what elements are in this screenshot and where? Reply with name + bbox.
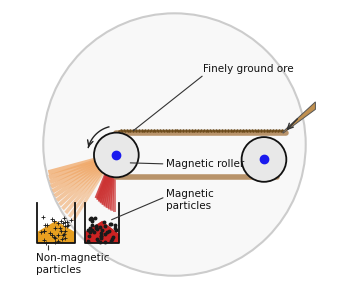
Circle shape	[43, 13, 306, 276]
Circle shape	[94, 133, 139, 177]
Polygon shape	[283, 102, 315, 133]
Text: Magnetic roller: Magnetic roller	[165, 159, 244, 169]
Polygon shape	[37, 221, 75, 243]
Text: Non-magnetic
particles: Non-magnetic particles	[36, 253, 109, 275]
Polygon shape	[85, 221, 119, 243]
Text: Magnetic
particles: Magnetic particles	[165, 189, 213, 210]
Text: Finely ground ore: Finely ground ore	[203, 64, 294, 74]
Circle shape	[242, 137, 286, 182]
